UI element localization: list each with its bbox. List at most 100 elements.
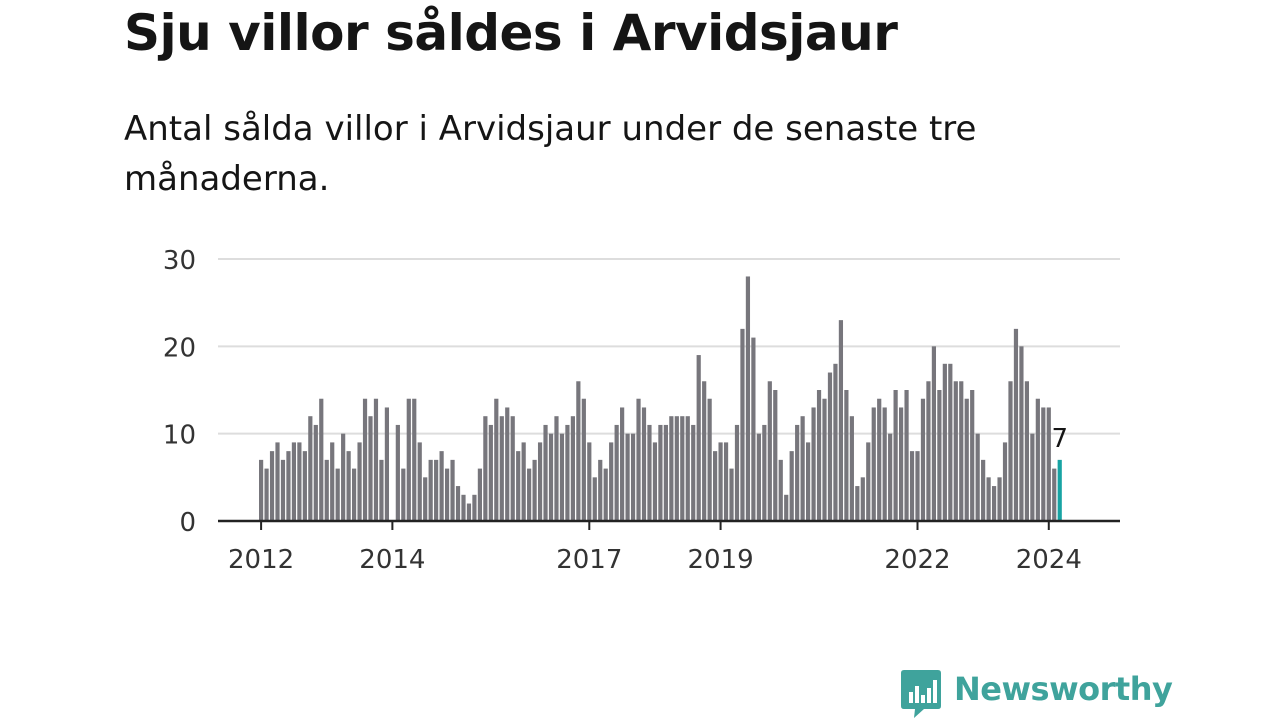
bar [472,494,477,521]
bar [335,468,340,521]
bar [882,407,887,521]
bar [483,416,488,521]
chart-title: Sju villor såldes i Arvidsjaur [124,4,898,62]
bar [494,398,499,521]
bar [324,459,329,521]
latest-value-label: 7 [1051,424,1068,454]
bar [516,451,521,521]
bar [505,407,510,521]
bar [373,398,379,521]
bar [729,468,734,521]
bar [1030,433,1035,521]
bar [871,407,876,521]
bar [964,398,969,521]
bar [609,442,614,521]
bar [275,442,280,521]
bar [942,363,947,521]
bar [1019,346,1024,521]
bar [554,416,559,521]
bar [734,424,740,521]
bar [680,416,685,521]
bar [1008,381,1013,521]
bar [833,363,838,521]
bar [641,407,647,521]
bar [800,416,805,521]
bar [428,459,433,521]
bar [269,451,275,521]
bar [423,477,428,521]
bar [625,433,630,521]
bar [341,433,346,521]
bar [286,451,291,521]
bar [931,346,937,521]
bar [866,442,871,521]
y-tick-label: 20 [163,333,196,363]
bar [559,433,565,521]
bar [264,468,269,521]
bar [510,416,515,521]
bar [723,442,729,521]
bar [308,416,313,521]
bar [647,424,652,521]
bar [417,442,422,521]
bar [953,381,958,521]
bar [849,416,854,521]
bar [543,424,548,521]
bar [319,398,324,521]
bar [1035,398,1040,521]
bar [587,442,592,521]
bar [740,328,745,521]
bar [920,398,926,521]
bar [696,355,701,521]
bar [368,416,373,521]
bar [784,494,789,521]
bar [888,433,893,521]
bar [357,442,362,521]
bar [762,424,767,521]
bar [466,503,472,521]
bar [395,424,400,521]
bar [975,433,980,521]
bar [565,424,570,521]
bar [499,416,504,521]
bar [1046,407,1051,521]
bar-highlight [1057,459,1062,521]
bar [707,398,712,521]
bar [1041,407,1046,521]
bar [893,390,898,521]
chart-subtitle: Antal sålda villor i Arvidsjaur under de… [124,109,977,199]
bar [822,398,827,521]
bar [877,398,882,521]
bar [439,451,444,521]
bar [652,442,658,521]
bar [691,424,696,521]
axis-labels: 0 10 20 30 2012 2014 2017 2019 2022 2024 7 [163,246,1082,575]
bar [527,468,532,521]
bar [838,320,844,521]
bar [630,433,636,521]
bar [576,381,581,521]
bar [751,337,756,521]
bar [406,398,411,521]
bar [898,407,904,521]
bar [592,477,597,521]
bar [603,468,608,521]
bar [351,468,357,521]
bar [981,459,986,521]
bar [674,416,679,521]
bar [598,459,603,521]
bar [401,468,406,521]
bar [713,451,718,521]
bar [795,424,800,521]
bar [636,398,641,521]
x-tick-label: 2022 [884,545,950,575]
bar [789,451,794,521]
bar [718,442,723,521]
bar [658,424,663,521]
bar [860,477,865,521]
bar [991,486,997,521]
bar [532,459,537,521]
bar [767,381,772,521]
bar [937,390,942,521]
bar [773,390,778,521]
